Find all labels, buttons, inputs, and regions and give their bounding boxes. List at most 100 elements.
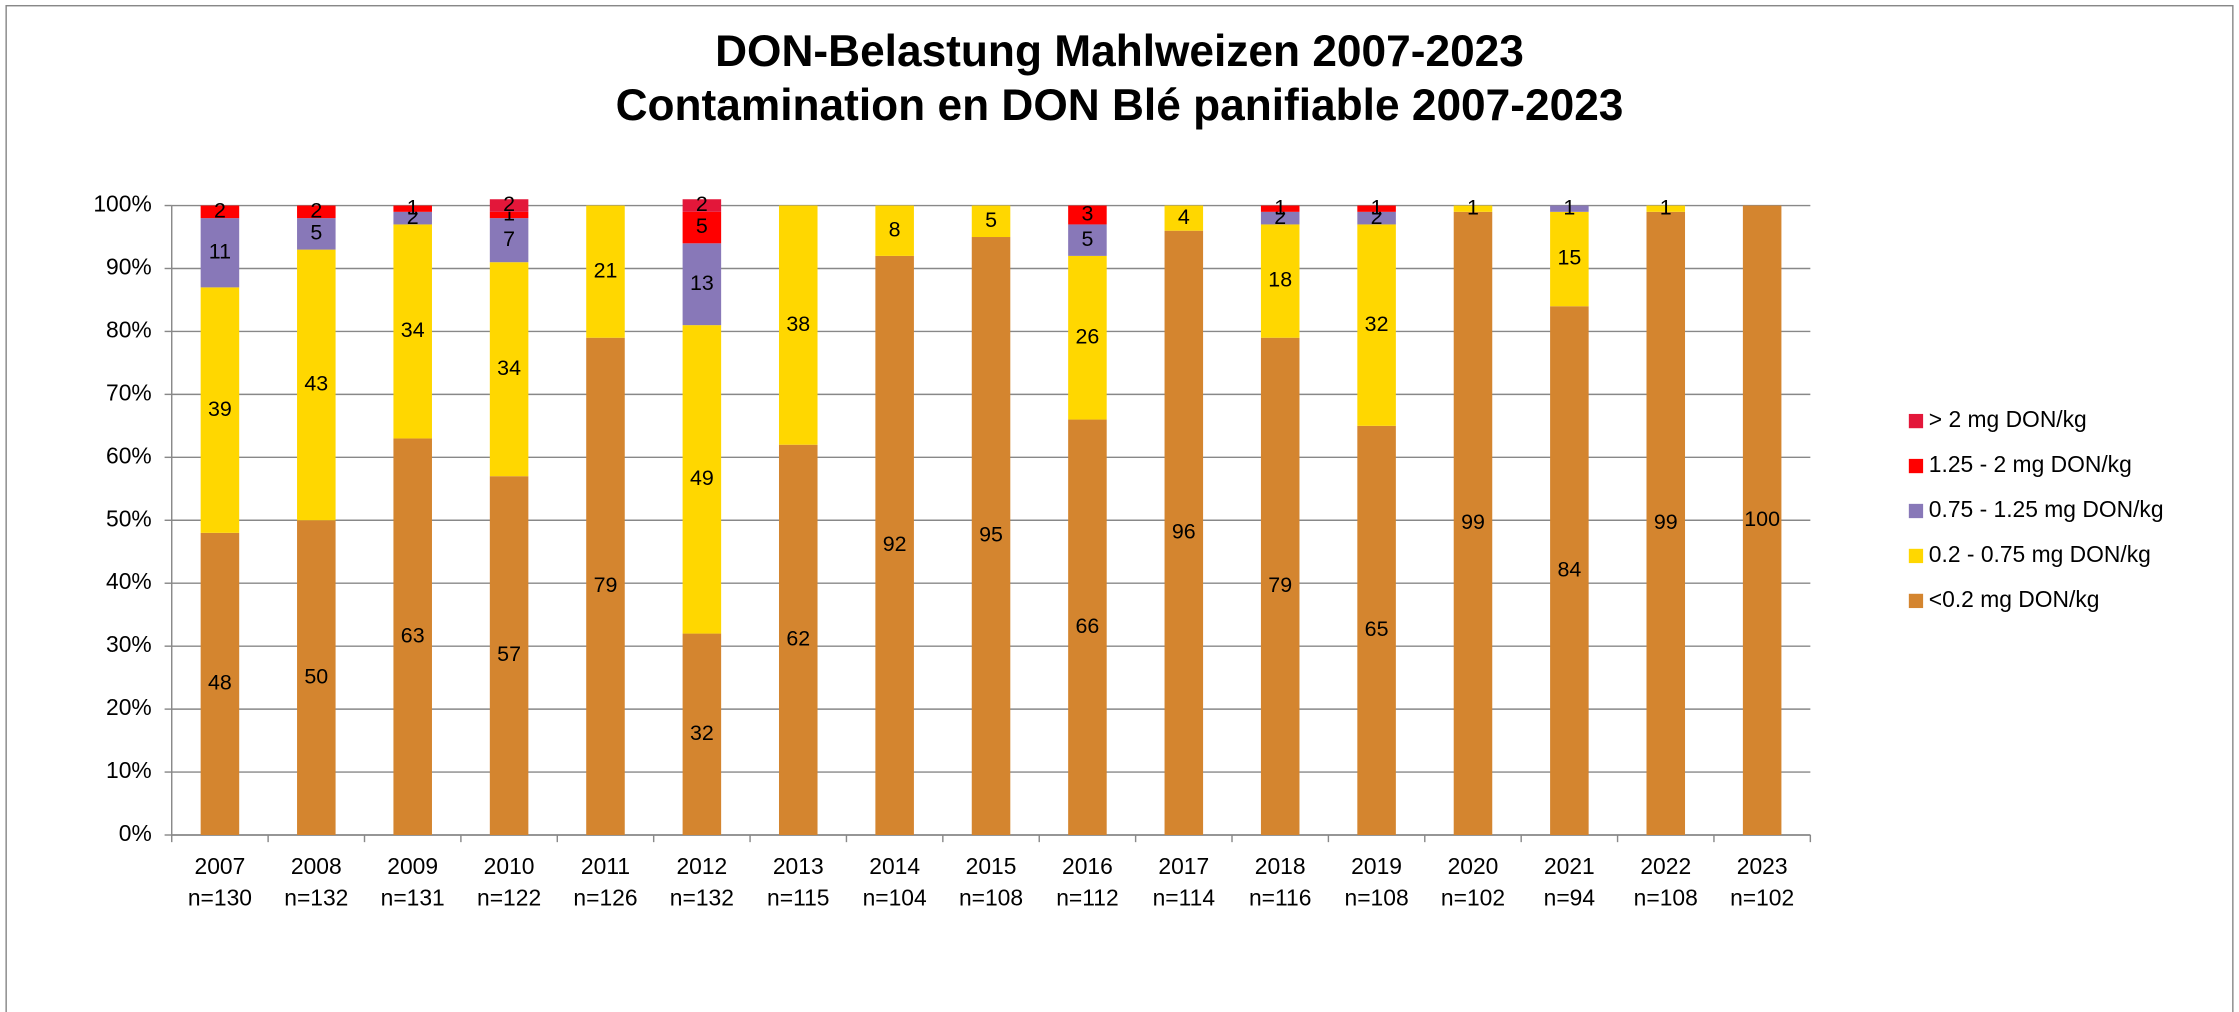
bar-segment (489, 211, 529, 219)
bar-segment (1357, 211, 1396, 225)
x-tick-label: 2014 (869, 853, 920, 879)
x-tick-label: 2021 (1544, 853, 1595, 879)
bar-segment (1550, 211, 1589, 307)
chart-title: DON-Belastung Mahlweizen 2007-2023 (715, 27, 1524, 76)
bar-segment (971, 237, 1011, 836)
bar-segment (1068, 419, 1107, 836)
data-label: 43 (304, 372, 328, 396)
bar-segment (875, 205, 914, 256)
y-tick-label: 20% (106, 694, 152, 720)
data-label: 2 (1274, 205, 1286, 229)
legend-swatch (1908, 458, 1924, 474)
bar-segment (489, 262, 529, 477)
data-label: 34 (401, 318, 425, 342)
bar-segment (1453, 205, 1493, 212)
data-label: 57 (497, 642, 521, 666)
bar-segment (200, 287, 240, 533)
data-label: 5 (1081, 227, 1093, 251)
x-tick-sublabel: n=116 (1249, 884, 1311, 910)
x-tick-label: 2008 (291, 853, 342, 879)
bar-segment (1357, 224, 1396, 426)
x-tick-sublabel: n=130 (188, 884, 252, 910)
bar-segment (1453, 211, 1493, 836)
x-tick-sublabel: n=132 (670, 884, 734, 910)
x-tick-label: 2022 (1640, 853, 1691, 879)
bar-segment (1742, 205, 1782, 836)
x-tick-sublabel: n=108 (1634, 884, 1698, 910)
x-tick-label: 2015 (966, 853, 1017, 879)
data-label: 15 (1557, 246, 1581, 270)
legend-label: 1.25 - 2 mg DON/kg (1929, 451, 2132, 477)
bar-segment (778, 205, 818, 445)
bar-segment (489, 476, 529, 836)
bar-segment (1068, 205, 1107, 225)
data-label: 66 (1076, 614, 1100, 638)
legend-label: 0.75 - 1.25 mg DON/kg (1929, 496, 2164, 522)
bar-segment (393, 224, 432, 439)
bar-segment (489, 199, 529, 212)
y-tick-label: 60% (106, 442, 152, 468)
legend-label: 0.2 - 0.75 mg DON/kg (1929, 541, 2151, 567)
data-label: 99 (1461, 510, 1485, 534)
data-label: 5 (985, 208, 997, 232)
data-label: 2 (407, 205, 419, 229)
data-label: 96 (1172, 520, 1196, 544)
bar-segment (297, 249, 336, 521)
x-tick-label: 2019 (1351, 853, 1402, 879)
bar-segment (1260, 211, 1300, 225)
x-tick-label: 2012 (676, 853, 727, 879)
chart-frame (5, 4, 2234, 1012)
y-tick-label: 70% (106, 379, 152, 405)
data-label: 100 (1744, 507, 1780, 531)
data-label: 63 (401, 623, 425, 647)
data-label: 5 (310, 221, 322, 245)
y-tick-label: 0% (119, 820, 152, 846)
data-label: 84 (1557, 557, 1581, 581)
bar-segment (1550, 205, 1589, 212)
legend-swatch (1908, 548, 1924, 564)
bar-segment (1260, 337, 1300, 836)
bar-segment (393, 211, 432, 225)
data-label: 62 (786, 627, 810, 651)
data-label: 1 (503, 202, 515, 226)
bar-segment (1357, 205, 1396, 212)
data-label: 92 (883, 532, 907, 556)
data-label: 99 (1654, 510, 1678, 534)
bar-segment (971, 205, 1011, 238)
x-tick-label: 2017 (1158, 853, 1209, 879)
data-label: 7 (503, 227, 515, 251)
bar-segment (1646, 211, 1686, 836)
data-label: 48 (208, 671, 232, 695)
bar-segment (586, 337, 625, 836)
data-label: 50 (304, 664, 328, 688)
bar-segment (200, 205, 240, 219)
bar-segment (1068, 224, 1107, 256)
bar-segment (1357, 425, 1396, 836)
x-tick-label: 2011 (581, 853, 630, 879)
bar-segment (682, 325, 722, 634)
y-tick-label: 80% (106, 316, 152, 342)
bar-segment (1260, 205, 1300, 212)
x-tick-label: 2010 (484, 853, 535, 879)
bar-segment (682, 199, 722, 212)
data-label: 11 (209, 239, 231, 263)
data-label: 2 (503, 192, 515, 216)
bar-segment (489, 218, 529, 263)
x-tick-sublabel: n=102 (1441, 884, 1505, 910)
x-tick-sublabel: n=108 (959, 884, 1023, 910)
data-label: 3 (1081, 202, 1093, 226)
data-label: 2 (696, 192, 708, 216)
chart-subtitle: Contamination en DON Blé panifiable 2007… (616, 81, 1624, 130)
data-label: 95 (979, 523, 1003, 547)
x-tick-sublabel: n=94 (1544, 884, 1596, 910)
bar-segment (586, 205, 625, 338)
x-tick-sublabel: n=112 (1056, 884, 1118, 910)
data-label: 32 (690, 721, 714, 745)
data-label: 1 (1660, 195, 1672, 219)
x-tick-label: 2016 (1062, 853, 1113, 879)
legend-swatch (1908, 593, 1924, 609)
data-label: 49 (690, 466, 714, 490)
data-label: 13 (690, 271, 714, 295)
data-label: 65 (1365, 617, 1389, 641)
